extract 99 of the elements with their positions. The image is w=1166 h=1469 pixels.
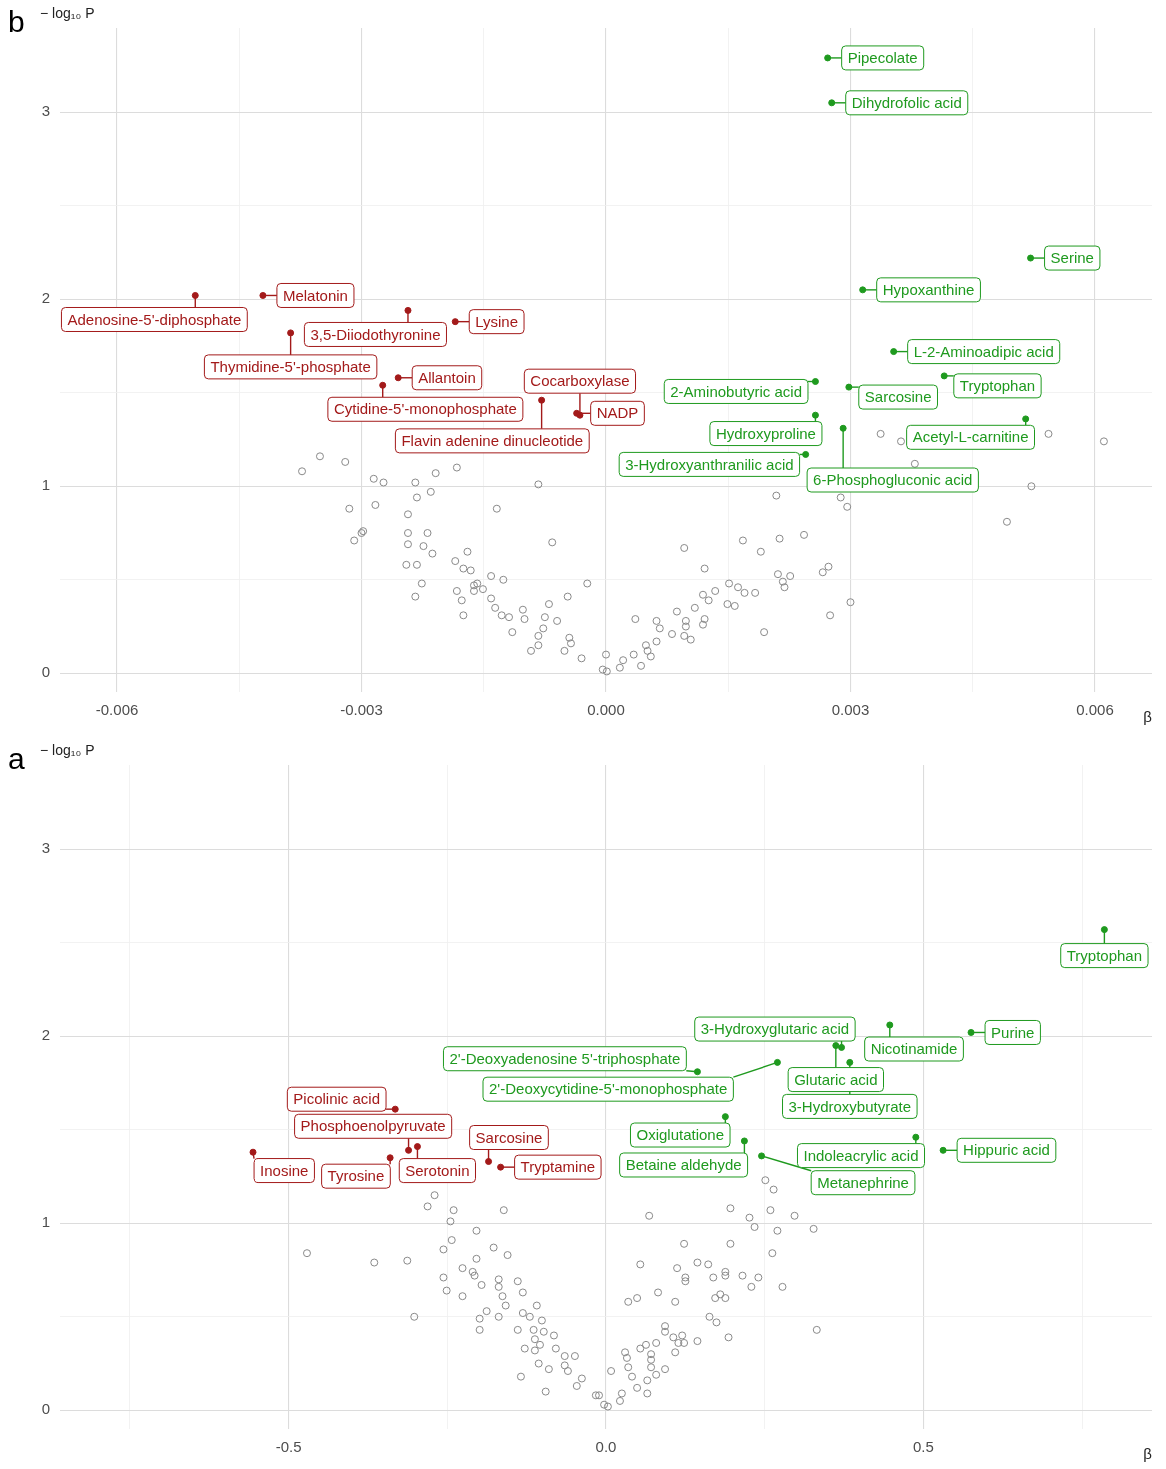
annotation: 3-Hydroxybutyrate	[788, 1097, 912, 1115]
point	[249, 1148, 257, 1156]
point	[940, 372, 948, 380]
annotation: Hypoxanthine	[882, 281, 975, 298]
y-tick-label: 1	[41, 476, 50, 494]
y-tick-label: 2	[41, 289, 50, 307]
point	[451, 318, 459, 326]
annotation: Oxiglutatione	[636, 1126, 725, 1144]
annotation: Adenosine-5'-diphosphate	[67, 310, 242, 328]
annotation: 3-Hydroxyglutaric acid	[700, 1020, 850, 1038]
point	[485, 1158, 493, 1166]
point	[758, 1152, 766, 1160]
y-tick-label: 3	[41, 839, 50, 857]
annotation: Inosine	[260, 1161, 309, 1179]
point	[773, 1058, 781, 1066]
annotation: Pipecolate	[847, 49, 918, 67]
annotation: Phosphoenolpyruvate	[300, 1117, 446, 1135]
annotation: NADP	[596, 404, 639, 422]
y-tick-label: 3	[41, 102, 50, 120]
point	[890, 348, 898, 356]
annotation: L-2-Aminoadipic acid	[913, 342, 1054, 360]
annotation: Sarcosine	[864, 388, 932, 406]
annotation: Acetyl-L-carnitine	[912, 428, 1029, 446]
x-axis-title: β	[1143, 1445, 1153, 1462]
annotation: Tryptophan	[959, 376, 1036, 394]
point	[538, 396, 546, 404]
annotation: Hydroxyproline	[715, 424, 816, 442]
point	[394, 374, 402, 382]
x-tick-label: 0.5	[913, 1438, 934, 1456]
x-tick-label: 0.003	[831, 701, 870, 719]
annotation: Metanephrine	[817, 1173, 909, 1191]
annotation: Thymidine-5'-phosphate	[210, 358, 371, 376]
annotation: Picolinic acid	[293, 1090, 381, 1108]
point	[811, 378, 819, 386]
annotation: Hippuric acid	[963, 1141, 1050, 1159]
point	[379, 381, 387, 389]
chart-title: b	[8, 5, 25, 38]
annotation: Tyrosine	[327, 1167, 385, 1185]
annotation: 3-Hydroxyanthranilic acid	[625, 455, 794, 473]
annotation: Melatonin	[282, 286, 348, 304]
annotation: Tryptophan	[1066, 946, 1143, 964]
annotation: Cocarboxylase	[530, 372, 630, 390]
annotation: Betaine aldehyde	[625, 1156, 742, 1174]
x-tick-label: 0.0	[595, 1438, 617, 1456]
annotation: Tryptamine	[520, 1158, 596, 1176]
point	[693, 1068, 701, 1076]
point	[287, 329, 295, 337]
point	[1100, 926, 1108, 934]
point	[828, 99, 836, 107]
annotation: 6-Phosphogluconic acid	[813, 471, 973, 489]
x-tick-label: -0.003	[340, 701, 383, 719]
x-tick-label: 0.000	[587, 701, 625, 719]
x-tick-label: -0.006	[95, 701, 139, 719]
point	[191, 291, 199, 299]
annotation: Flavin adenine dinucleotide	[401, 432, 584, 450]
annotation: Cytidine-5'-monophosphate	[333, 400, 517, 418]
annotation: Allantoin	[418, 368, 476, 386]
point	[391, 1105, 399, 1113]
point	[740, 1137, 748, 1145]
annotation: Indoleacrylic acid	[803, 1146, 919, 1164]
x-tick-label: -0.5	[275, 1438, 302, 1456]
point	[967, 1028, 975, 1036]
y-axis-title: − log₁₀ P	[40, 4, 95, 21]
point	[802, 450, 810, 458]
annotation: Sarcosine	[475, 1128, 543, 1146]
y-axis-title: − log₁₀ P	[40, 741, 95, 758]
point	[497, 1163, 505, 1171]
x-tick-label: 0.006	[1076, 701, 1114, 719]
point	[912, 1133, 920, 1141]
point	[811, 411, 819, 419]
point	[824, 54, 832, 62]
annotation: Purine	[991, 1023, 1035, 1041]
annotation: 2-Aminobutyric acid	[670, 382, 802, 400]
annotation: Glutaric acid	[794, 1070, 878, 1088]
chart-title: a	[8, 742, 25, 775]
point	[846, 1058, 854, 1066]
point	[939, 1146, 947, 1154]
annotation: 2'-Deoxycytidine-5'-monophosphate	[489, 1080, 728, 1098]
annotation: 3,5-Diiodothyronine	[310, 325, 441, 343]
point	[413, 1143, 421, 1151]
point	[259, 291, 267, 299]
y-tick-label: 2	[41, 1026, 50, 1044]
point	[1027, 254, 1035, 262]
annotation: Dihydrofolic acid	[851, 93, 962, 111]
point	[405, 1146, 413, 1154]
point	[859, 286, 867, 294]
point	[832, 1042, 840, 1050]
annotation: Lysine	[475, 312, 519, 330]
y-tick-label: 0	[41, 1400, 50, 1418]
point	[845, 383, 853, 391]
annotation: Serotonin	[405, 1161, 470, 1179]
y-tick-label: 1	[41, 1213, 50, 1231]
x-axis-title: β	[1143, 708, 1153, 725]
point	[886, 1021, 894, 1029]
annotation: 2'-Deoxyadenosine 5'-triphosphate	[449, 1049, 681, 1067]
annotation: Nicotinamide	[870, 1040, 958, 1058]
annotation: Serine	[1050, 249, 1094, 267]
y-tick-label: 0	[41, 663, 50, 681]
point	[839, 424, 847, 432]
